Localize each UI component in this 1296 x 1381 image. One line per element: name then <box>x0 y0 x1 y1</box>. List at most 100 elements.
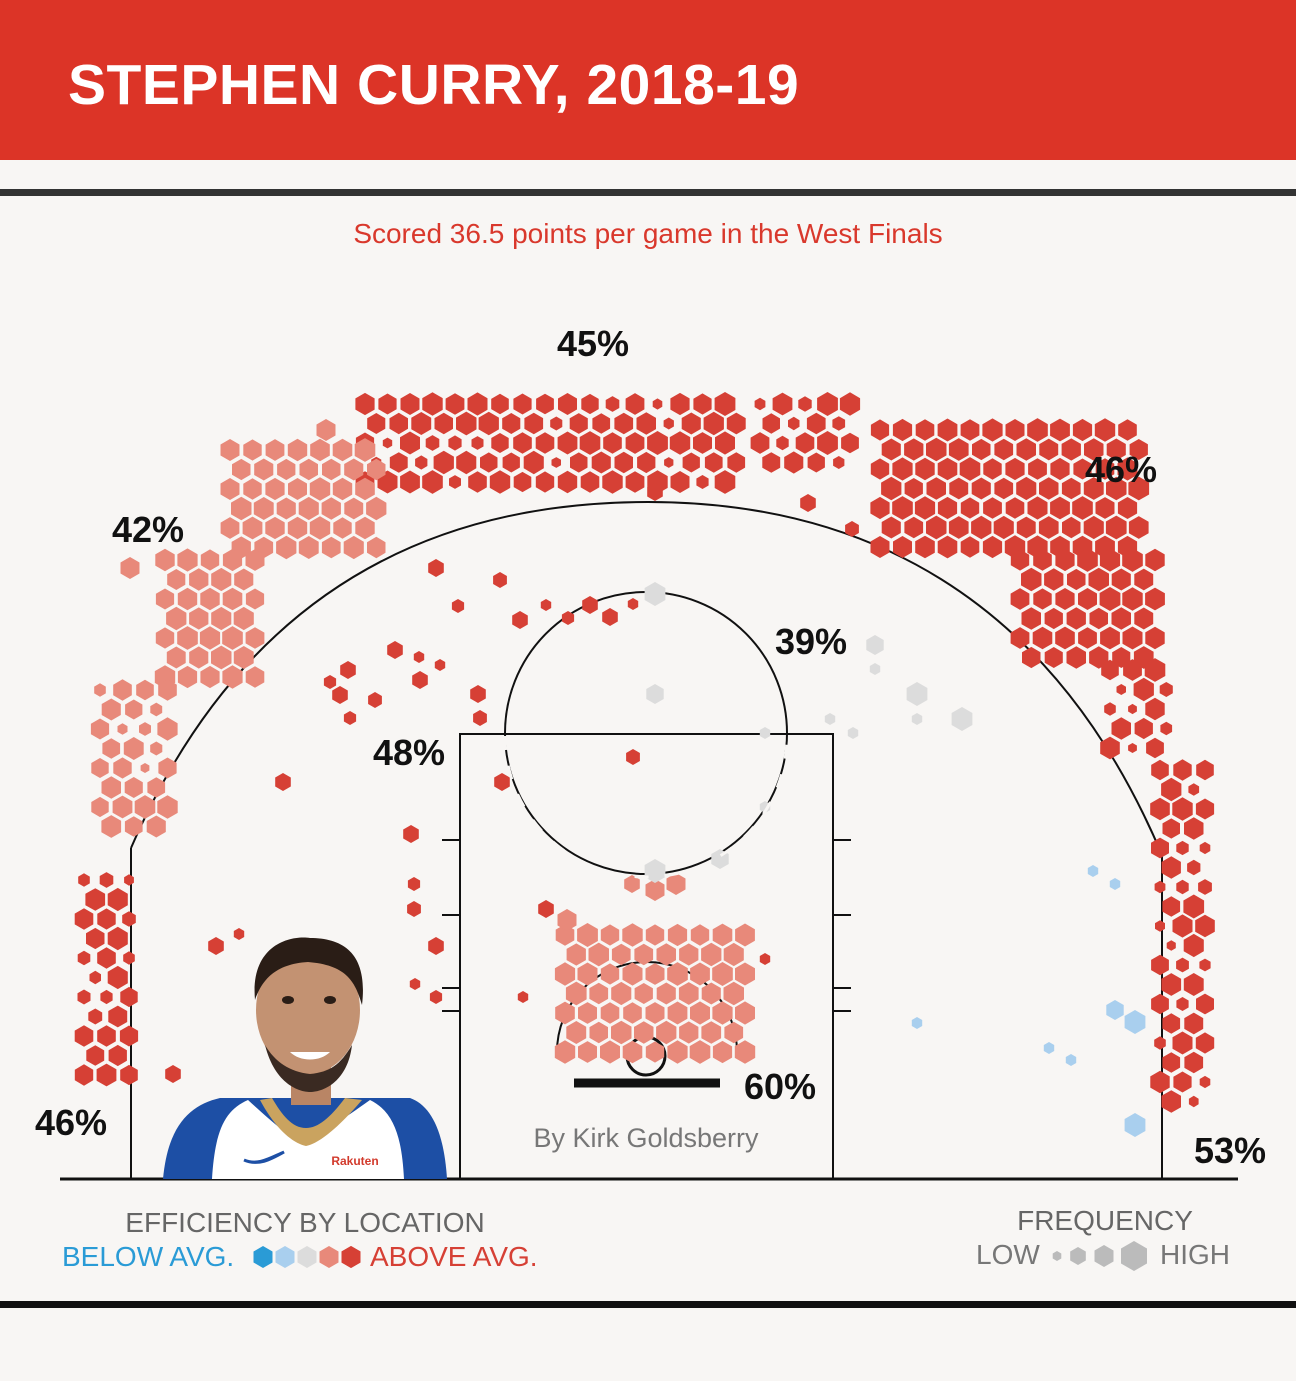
efficiency-swatch <box>319 1246 339 1268</box>
shot-hexagon <box>1195 798 1215 820</box>
shot-hexagon <box>1100 626 1120 650</box>
shot-hexagon <box>1022 646 1041 669</box>
shot-hexagon <box>1039 477 1059 500</box>
shot-hexagon <box>776 435 789 451</box>
shot-hexagon <box>231 496 252 521</box>
shot-hexagon <box>1073 458 1092 480</box>
shot-hexagon <box>634 943 654 966</box>
shot-hexagon <box>233 606 254 631</box>
shot-hexagon <box>566 943 586 966</box>
shot-hexagon <box>524 412 544 435</box>
shot-hexagon <box>644 582 666 606</box>
shot-hexagon <box>433 450 454 475</box>
shot-hexagon <box>759 727 771 739</box>
shot-hexagon <box>557 431 578 455</box>
shot-hexagon <box>1184 817 1204 840</box>
shot-hexagon <box>605 396 620 412</box>
shot-hexagon <box>551 457 561 468</box>
shot-hexagon <box>287 516 308 540</box>
shot-hexagon <box>101 815 122 838</box>
shot-hexagon <box>1173 1071 1192 1093</box>
shot-hexagon <box>434 659 446 671</box>
shot-hexagon <box>407 877 421 891</box>
shot-hexagon <box>625 471 645 493</box>
smile <box>290 1052 330 1060</box>
shot-hexagon <box>222 587 243 611</box>
shot-hexagon <box>1122 587 1143 611</box>
shot-hexagon <box>1144 658 1166 682</box>
efficiency-swatch <box>275 1246 295 1268</box>
shot-hexagon <box>77 950 91 966</box>
shot-hexagon <box>915 535 935 559</box>
shot-hexagon <box>866 635 884 655</box>
player-photo: Rakuten <box>163 937 447 1179</box>
shot-hexagon <box>113 679 132 701</box>
shot-hexagon <box>157 795 178 819</box>
efficiency-legend: EFFICIENCY BY LOCATION BELOW AVG. ABOVE … <box>62 1207 538 1272</box>
shot-hexagon <box>937 457 958 481</box>
shot-hexagon <box>108 1044 127 1067</box>
shot-hexagon <box>1199 841 1211 855</box>
shot-hexagon <box>581 393 599 415</box>
shot-hexagon <box>663 417 674 430</box>
shot-hexagon <box>937 418 958 442</box>
shot-hexagon <box>1061 438 1081 461</box>
shot-hexagon <box>664 457 674 468</box>
shot-hexagon <box>701 982 721 1005</box>
shot-hexagon <box>119 1025 139 1047</box>
shot-hexagon <box>471 436 484 450</box>
shot-hexagon <box>233 928 245 940</box>
shot-hexagon <box>892 496 913 520</box>
shot-hexagon <box>411 412 432 435</box>
pct-label-top: 45% <box>557 323 629 364</box>
shot-hexagon <box>554 962 576 986</box>
shot-hexagon <box>157 717 178 741</box>
pct-label-left-elbow: 48% <box>373 732 445 773</box>
shot-hexagon <box>915 457 935 481</box>
shot-hexagon <box>696 475 709 489</box>
shot-hexagon <box>540 599 552 611</box>
shot-hexagon <box>101 698 121 721</box>
shot-hexagon <box>600 963 620 985</box>
shot-hexagon <box>759 953 771 965</box>
shot-hexagon <box>869 663 881 675</box>
shot-hexagon <box>682 452 700 473</box>
shot-hexagon <box>983 497 1002 519</box>
shot-hexagon <box>97 1025 116 1047</box>
shot-hexagon <box>652 398 663 410</box>
shot-hexagon <box>960 536 980 558</box>
shot-hexagon <box>1077 548 1098 572</box>
shot-hexagon <box>232 458 251 481</box>
shot-hexagon <box>89 970 101 985</box>
shot-hexagon <box>1010 588 1030 610</box>
shot-hexagon <box>413 651 425 663</box>
shot-hexagon <box>1117 457 1138 481</box>
shot-hexagon <box>1122 626 1143 650</box>
shot-hexagon <box>489 470 511 494</box>
shot-hexagon <box>309 477 331 501</box>
shot-hexagon <box>125 699 143 720</box>
shot-hexagon <box>1161 973 1182 996</box>
shot-hexagon <box>602 470 623 494</box>
shot-hexagon <box>1016 516 1036 539</box>
shot-hexagon <box>1111 568 1131 591</box>
frequency-swatch <box>1094 1245 1114 1267</box>
right-eye <box>324 996 336 1004</box>
shot-hexagon <box>644 859 666 883</box>
shot-hexagon <box>798 396 812 412</box>
shot-hexagon <box>611 943 631 966</box>
shot-hexagon <box>536 393 554 415</box>
efficiency-swatch <box>253 1246 273 1268</box>
shot-hexagon <box>100 989 113 1005</box>
shot-hexagon <box>960 497 980 519</box>
shot-hexagon <box>712 962 733 986</box>
shot-hexagon <box>1033 588 1052 610</box>
shot-hexagon <box>233 646 254 669</box>
shot-hexagon <box>535 471 555 493</box>
shot-hexagon <box>1128 743 1137 753</box>
shot-hexagon <box>276 535 297 560</box>
paint <box>459 733 834 1180</box>
shot-hexagon <box>1021 607 1041 630</box>
shot-hexagon <box>298 496 319 521</box>
shot-hexagon <box>893 536 912 558</box>
